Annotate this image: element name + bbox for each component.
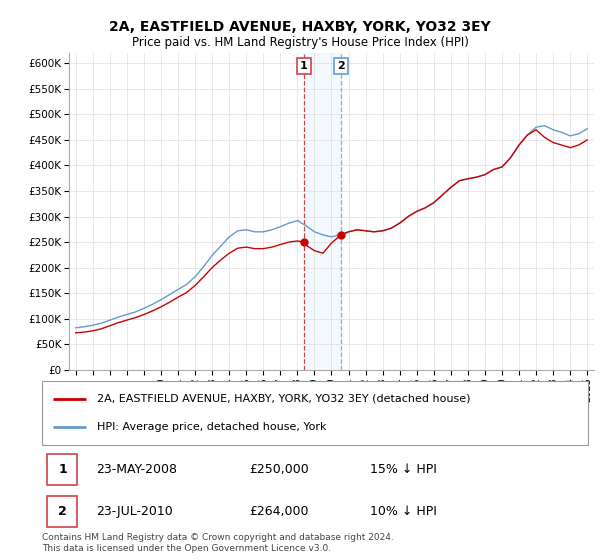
Text: 2A, EASTFIELD AVENUE, HAXBY, YORK, YO32 3EY: 2A, EASTFIELD AVENUE, HAXBY, YORK, YO32 …: [109, 20, 491, 34]
Text: Contains HM Land Registry data © Crown copyright and database right 2024.
This d: Contains HM Land Registry data © Crown c…: [42, 533, 394, 553]
Text: £264,000: £264,000: [250, 505, 309, 518]
Text: 1: 1: [58, 464, 67, 477]
Text: 23-MAY-2008: 23-MAY-2008: [97, 464, 178, 477]
Text: 2A, EASTFIELD AVENUE, HAXBY, YORK, YO32 3EY (detached house): 2A, EASTFIELD AVENUE, HAXBY, YORK, YO32 …: [97, 394, 470, 404]
Text: 2: 2: [58, 505, 67, 518]
FancyBboxPatch shape: [47, 455, 77, 486]
FancyBboxPatch shape: [42, 381, 588, 445]
Text: 10% ↓ HPI: 10% ↓ HPI: [370, 505, 436, 518]
FancyBboxPatch shape: [47, 496, 77, 527]
Text: HPI: Average price, detached house, York: HPI: Average price, detached house, York: [97, 422, 326, 432]
Text: Price paid vs. HM Land Registry's House Price Index (HPI): Price paid vs. HM Land Registry's House …: [131, 36, 469, 49]
Text: 2: 2: [337, 61, 345, 71]
Text: 1: 1: [300, 61, 308, 71]
Text: £250,000: £250,000: [250, 464, 309, 477]
Bar: [304, 53, 341, 370]
Text: 23-JUL-2010: 23-JUL-2010: [97, 505, 173, 518]
Text: 15% ↓ HPI: 15% ↓ HPI: [370, 464, 436, 477]
